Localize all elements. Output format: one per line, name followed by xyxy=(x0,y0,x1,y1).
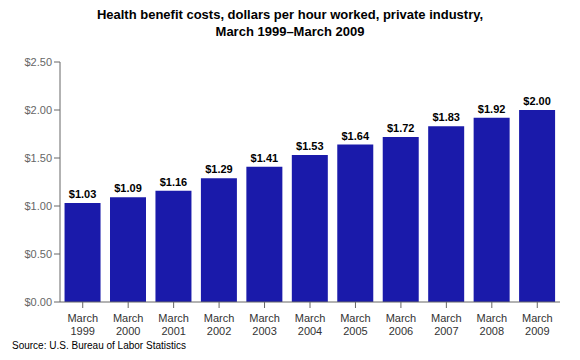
html-text:Health benefit costs, dollars: Health benefit costs, dollars per hour w… xyxy=(96,7,484,22)
svg-text:March2005: March2005 xyxy=(340,312,371,337)
svg-text:$1.00: $1.00 xyxy=(24,200,52,212)
svg-text:$2.00: $2.00 xyxy=(523,95,551,107)
svg-text:March2004: March2004 xyxy=(295,312,326,337)
svg-text:$1.03: $1.03 xyxy=(69,188,97,200)
svg-text:$1.72: $1.72 xyxy=(387,122,415,134)
svg-text:March2009: March2009 xyxy=(522,312,553,337)
svg-text:March2002: March2002 xyxy=(204,312,235,337)
svg-text:$1.50: $1.50 xyxy=(24,152,52,164)
svg-text:$2.00: $2.00 xyxy=(24,104,52,116)
svg-text:$1.64: $1.64 xyxy=(342,130,370,142)
html-text:March 1999–March 2009: March 1999–March 2009 xyxy=(215,24,365,39)
svg-text:March2006: March2006 xyxy=(386,312,417,337)
svg-text:$0.50: $0.50 xyxy=(24,248,52,260)
svg-text:$1.53: $1.53 xyxy=(296,140,324,152)
svg-text:March2000: March2000 xyxy=(113,312,144,337)
svg-text:$1.83: $1.83 xyxy=(432,111,460,123)
svg-text:$0.00: $0.00 xyxy=(24,296,52,308)
svg-text:March1999: March1999 xyxy=(67,312,98,337)
svg-text:March2007: March2007 xyxy=(431,312,462,337)
svg-text:$1.16: $1.16 xyxy=(160,176,188,188)
html-text:Source: U.S. Bureau of Labor S: Source: U.S. Bureau of Labor Statistics xyxy=(12,340,186,351)
svg-text:March2003: March2003 xyxy=(249,312,280,337)
svg-text:$2.50: $2.50 xyxy=(24,56,52,68)
svg-text:$1.41: $1.41 xyxy=(251,152,279,164)
svg-text:$1.09: $1.09 xyxy=(114,182,142,194)
svg-text:March2001: March2001 xyxy=(158,312,189,337)
svg-text:$1.92: $1.92 xyxy=(478,103,506,115)
svg-text:March2008: March2008 xyxy=(477,312,508,337)
svg-text:$1.29: $1.29 xyxy=(205,163,233,175)
